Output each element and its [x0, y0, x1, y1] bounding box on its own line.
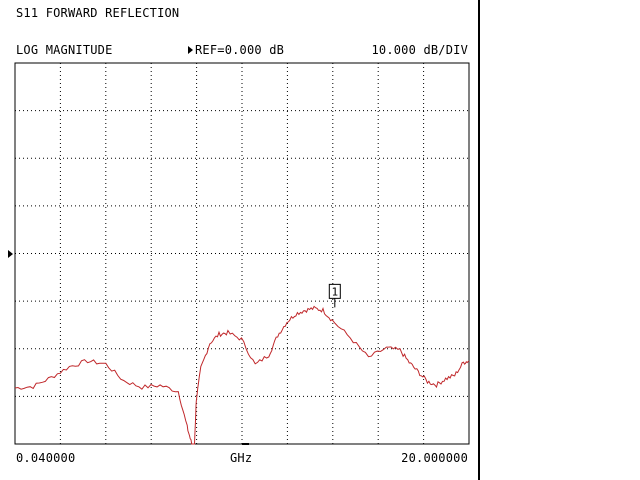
stop-frequency: 20.000000: [401, 451, 468, 465]
panel-divider: [478, 0, 480, 480]
graticule: [14, 62, 470, 445]
reference-label: REF=0.000 dB: [195, 43, 285, 57]
frequency-unit: GHz: [230, 451, 253, 465]
start-frequency: 0.040000: [16, 451, 76, 465]
reference-pointer-icon: [188, 46, 193, 54]
s11-trace: [14, 305, 470, 445]
marker-1[interactable]: 1: [328, 283, 341, 308]
format-label: LOG MAGNITUDE: [16, 43, 113, 57]
marker-1-label: 1: [331, 285, 338, 298]
reference-position-icon: [8, 250, 13, 258]
measurement-title: S11 FORWARD REFLECTION: [16, 6, 180, 20]
scale-label: 10.000 dB/DIV: [371, 43, 468, 57]
